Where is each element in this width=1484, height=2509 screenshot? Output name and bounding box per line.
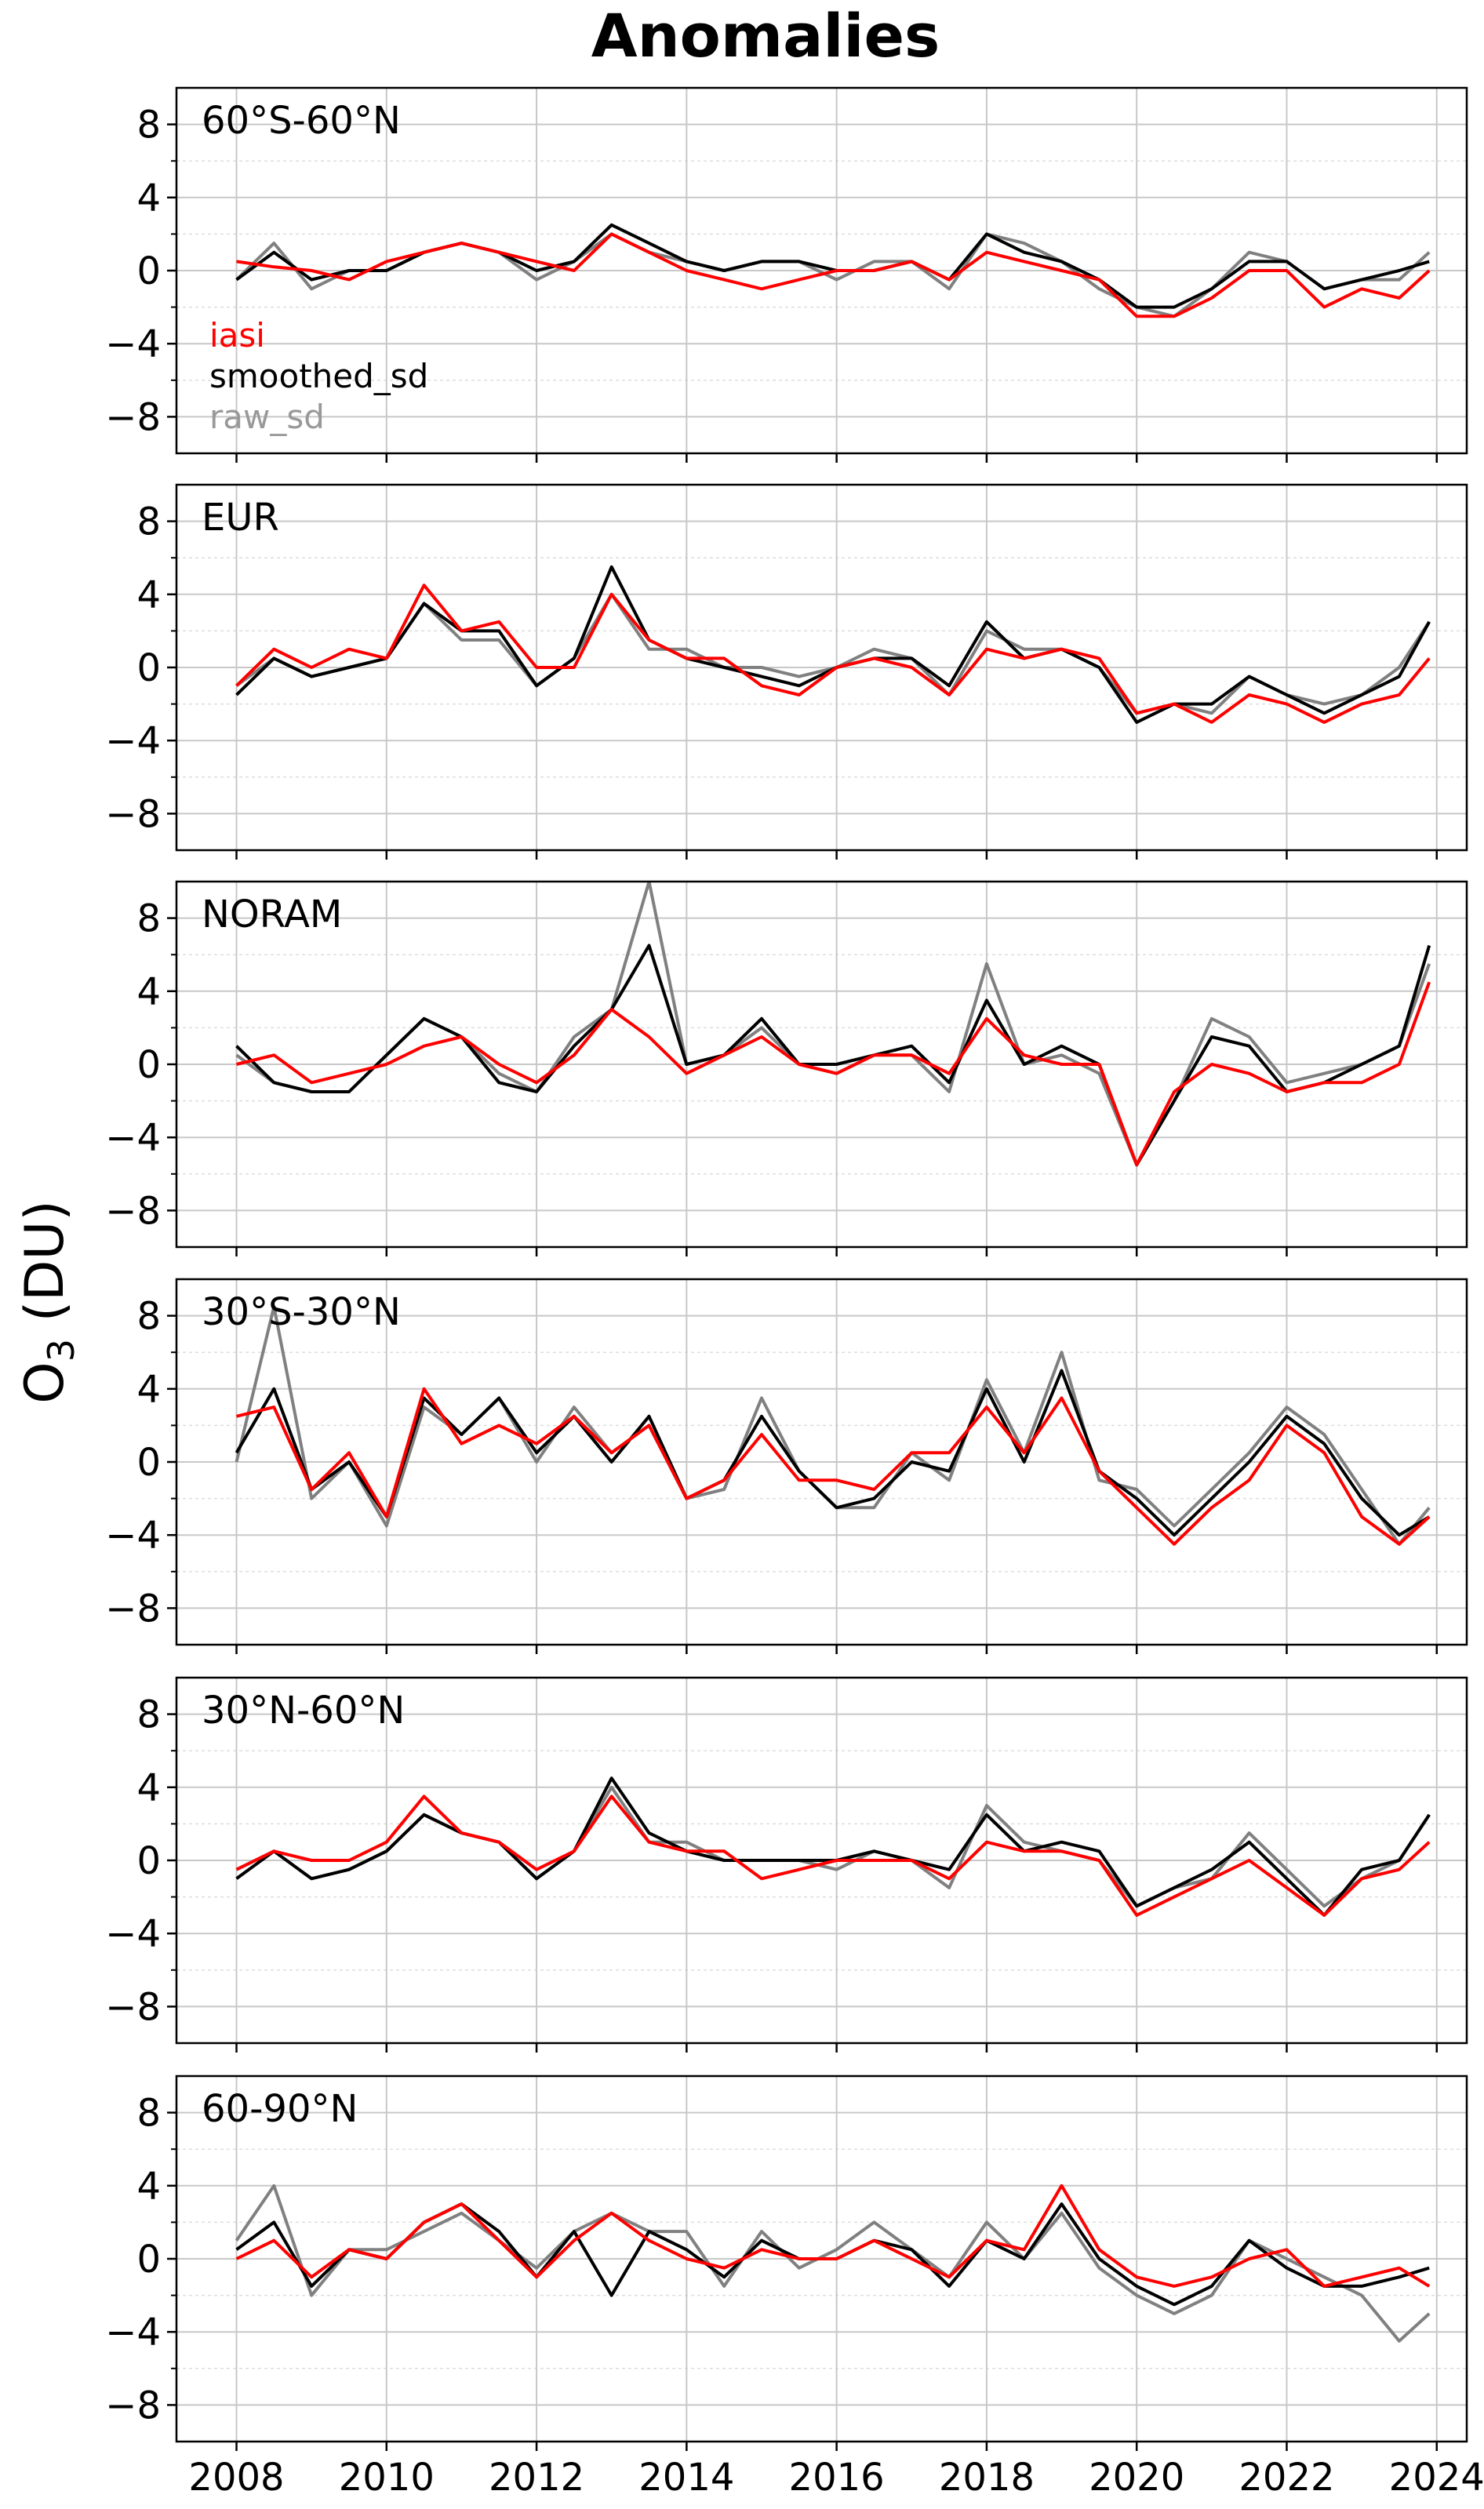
y-tick-label: −4	[105, 322, 161, 366]
series-group	[235, 565, 1431, 724]
x-tick-label: 2024	[1389, 2456, 1484, 2500]
series-line-iasi	[235, 2184, 1431, 2288]
y-tick-label: 8	[136, 2092, 161, 2136]
series-line-iasi	[236, 981, 1431, 1167]
y-tick-label: −8	[105, 1189, 161, 1233]
y-tick-label: 0	[136, 249, 161, 293]
y-tick-label: 8	[136, 1693, 161, 1737]
y-tick-label: 4	[136, 1766, 161, 1810]
series-line-raw_sd	[235, 2184, 1431, 2343]
panel-title: NORAM	[202, 893, 342, 936]
y-tick-label: −8	[105, 395, 161, 439]
series-line-iasi	[235, 1794, 1431, 1917]
y-tick-label: −8	[105, 2384, 161, 2427]
y-tick-label: 0	[136, 1043, 161, 1087]
x-tick-label: 2022	[1238, 2456, 1334, 2500]
y-tick-label: 0	[136, 646, 161, 690]
series-line-iasi	[236, 1387, 1431, 1546]
legend-entry-iasi: iasi	[209, 316, 265, 355]
panel-title: EUR	[202, 496, 279, 540]
x-tick-label: 2010	[339, 2456, 435, 2500]
panel-5: 8 4 0 −4 −8 2008 2010 2012 2014 2016 2018 2020 2022 2…	[105, 2074, 1484, 2500]
y-tick-label: 4	[136, 176, 161, 220]
panel-4: 8 4 0 −4 −8 30°N-60°N	[105, 1676, 1468, 2053]
x-tick-label: 2016	[789, 2456, 885, 2500]
panel-title: 60°S-60°N	[202, 99, 401, 143]
series-line-iasi	[236, 232, 1431, 318]
y-tick-label: −8	[105, 1587, 161, 1631]
legend-entry-raw_sd: raw_sd	[209, 398, 325, 436]
y-tick-label: 0	[136, 1839, 161, 1883]
y-tick-label: 4	[136, 1368, 161, 1412]
y-tick-label: −8	[105, 1985, 161, 2029]
x-tick-label: 2018	[939, 2456, 1035, 2500]
y-tick-label: −4	[105, 1514, 161, 1558]
y-tick-label: 8	[136, 104, 161, 147]
y-tick-label: 8	[136, 897, 161, 941]
series-line-smoothed_sd	[235, 1369, 1431, 1537]
y-tick-label: 4	[136, 970, 161, 1014]
y-tick-label: −4	[105, 1912, 161, 1956]
y-tick-label: 4	[136, 573, 161, 617]
x-tick-label: 2008	[188, 2456, 284, 2500]
panel-title: 30°S-30°N	[202, 1290, 401, 1334]
panel-1: 8 4 0 −4 −8 EUR	[105, 483, 1468, 860]
y-tick-label: 0	[136, 2238, 161, 2282]
series-group	[235, 223, 1431, 318]
x-tick-label: 2012	[489, 2456, 584, 2500]
y-tick-label: 4	[136, 2165, 161, 2209]
y-tick-label: −4	[105, 2311, 161, 2354]
y-axis-label: O3 (DU)	[14, 1200, 82, 1404]
y-axis-label-unit: (DU)	[14, 1200, 76, 1339]
panel-2: 8 4 0 −4 −8 NORAM	[105, 880, 1468, 1256]
figure-title: Anomalies	[591, 1, 940, 71]
y-tick-label: −8	[105, 792, 161, 836]
panel-title: 60-90°N	[202, 2087, 358, 2131]
x-tick-label: 2014	[638, 2456, 734, 2500]
series-group	[235, 1305, 1431, 1546]
y-tick-label: −4	[105, 719, 161, 763]
y-axis-label-main: O	[14, 1362, 76, 1404]
series-line-smoothed_sd	[235, 944, 1431, 1167]
series-group	[235, 1776, 1431, 1917]
y-tick-label: 0	[136, 1441, 161, 1485]
series-group	[235, 882, 1431, 1167]
y-tick-label: 8	[136, 1295, 161, 1339]
x-tick-label: 2020	[1089, 2456, 1184, 2500]
legend-entry-smoothed_sd: smoothed_sd	[209, 357, 428, 395]
panel-title: 30°N-60°N	[202, 1689, 405, 1733]
y-axis-label-subscript: 3	[40, 1339, 82, 1362]
series-group	[235, 2184, 1431, 2343]
series-line-iasi	[235, 584, 1431, 724]
y-tick-label: −4	[105, 1116, 161, 1160]
y-tick-label: 8	[136, 500, 161, 544]
panel-3: 8 4 0 −4 −8 30°S-30°N	[105, 1278, 1468, 1654]
